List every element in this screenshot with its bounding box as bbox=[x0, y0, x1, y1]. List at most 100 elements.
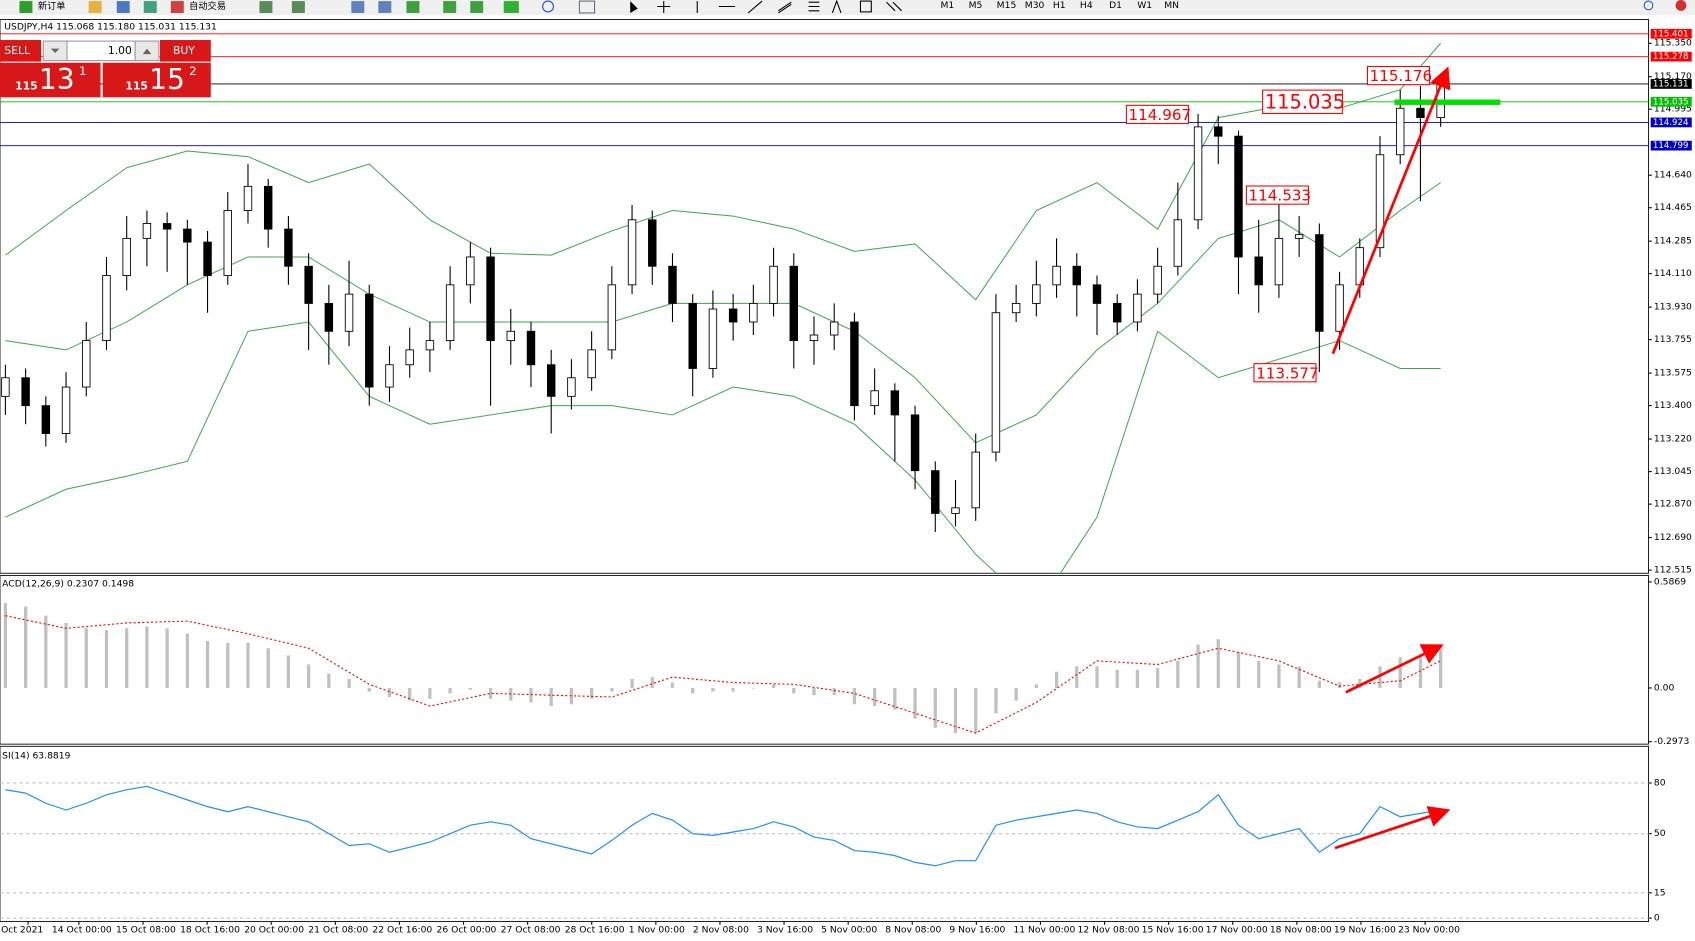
timeframe-button[interactable]: M5 bbox=[969, 0, 983, 11]
icon[interactable] bbox=[88, 1, 102, 13]
candle-body bbox=[223, 210, 232, 276]
candle-body bbox=[385, 364, 394, 388]
sell-label[interactable]: SELL bbox=[4, 44, 30, 57]
search[interactable] bbox=[1643, 0, 1654, 11]
rsi-plot bbox=[0, 782, 1649, 919]
icon[interactable] bbox=[259, 1, 273, 13]
label-tool[interactable] bbox=[859, 0, 872, 13]
candle-body bbox=[951, 507, 960, 514]
y-tick-label: 115.350 bbox=[1654, 38, 1692, 49]
price-label-box bbox=[1650, 96, 1692, 107]
crosshair-tool[interactable] bbox=[657, 1, 671, 13]
macd-bar bbox=[1156, 668, 1160, 688]
y-tick-label: 80 bbox=[1654, 777, 1666, 788]
buy-button[interactable] bbox=[159, 40, 211, 62]
icon[interactable] bbox=[116, 1, 130, 13]
sell-button[interactable] bbox=[0, 40, 42, 62]
fibo-tool[interactable] bbox=[808, 1, 820, 12]
timeframe-button[interactable]: M15 bbox=[997, 0, 1017, 11]
macd-plot bbox=[3, 603, 1443, 734]
icon[interactable] bbox=[470, 1, 484, 13]
sell-price[interactable] bbox=[0, 62, 101, 98]
auto-trading-icon[interactable] bbox=[170, 1, 184, 13]
icon[interactable] bbox=[443, 1, 457, 13]
arrow-tool[interactable] bbox=[886, 1, 902, 12]
macd-bar bbox=[367, 687, 371, 692]
macd-bar bbox=[771, 684, 776, 688]
zoom-out[interactable] bbox=[378, 1, 392, 13]
macd-bar bbox=[408, 687, 412, 701]
macd-bar bbox=[1297, 666, 1301, 688]
timeframe-button[interactable]: MN bbox=[1164, 0, 1179, 11]
y-tick-label: 113.220 bbox=[1654, 434, 1692, 445]
macd-bar bbox=[610, 687, 614, 692]
periods[interactable] bbox=[542, 0, 555, 13]
macd-bar bbox=[205, 640, 210, 688]
notification[interactable] bbox=[1675, 0, 1687, 11]
price-label: 115.035 bbox=[1653, 97, 1689, 107]
y-tick-label: 114.640 bbox=[1654, 170, 1692, 181]
timeframe-button[interactable]: M30 bbox=[1025, 0, 1045, 11]
indicators[interactable] bbox=[503, 1, 519, 13]
timeframe-button[interactable]: H4 bbox=[1080, 0, 1093, 11]
y-tick-label: 113.045 bbox=[1654, 466, 1692, 477]
y-tick-label: 0 bbox=[1654, 913, 1660, 924]
channel-tool[interactable] bbox=[778, 1, 792, 14]
macd-bar bbox=[1075, 666, 1079, 688]
trend-arrow bbox=[1345, 644, 1444, 694]
y-tick-label: -0.2973 bbox=[1654, 736, 1690, 747]
templates[interactable] bbox=[578, 0, 596, 14]
macd-bar bbox=[185, 633, 189, 688]
candle-body bbox=[365, 293, 374, 388]
y-tick-label: 15 bbox=[1654, 887, 1666, 898]
macd-bar bbox=[145, 626, 149, 688]
candle-body bbox=[284, 228, 293, 267]
candle-body bbox=[425, 340, 435, 351]
candle-body bbox=[1254, 256, 1263, 286]
timeframe-button[interactable]: M1 bbox=[940, 0, 954, 11]
icon[interactable] bbox=[143, 1, 157, 13]
macd-bar bbox=[650, 677, 654, 688]
cursor-tool[interactable] bbox=[630, 1, 638, 13]
macd-bar bbox=[731, 687, 735, 692]
price-label: 114.924 bbox=[1653, 118, 1689, 128]
auto-trading-button[interactable]: 自动交易 bbox=[189, 0, 226, 12]
macd-bar bbox=[347, 678, 351, 688]
timeframe-button[interactable]: W1 bbox=[1137, 0, 1152, 11]
x-tick-label: 1 Nov 00:00 bbox=[629, 925, 685, 936]
trend-tool[interactable] bbox=[747, 0, 763, 14]
buy-price[interactable] bbox=[102, 62, 211, 98]
macd-bar bbox=[549, 687, 553, 707]
x-tick-label: 5 Nov 00:00 bbox=[821, 925, 877, 936]
tile[interactable] bbox=[406, 1, 420, 13]
macd-bar bbox=[488, 687, 493, 699]
candle-body bbox=[142, 223, 152, 239]
new-order-button[interactable]: 新订单 bbox=[38, 0, 66, 12]
sell-price-main: 13 bbox=[39, 63, 75, 96]
y-tick-label: 0.5869 bbox=[1654, 576, 1686, 587]
candle-body bbox=[1294, 234, 1304, 239]
macd-bar bbox=[266, 648, 270, 688]
annotation-label: 113.577 bbox=[1256, 364, 1319, 382]
macd-bar bbox=[751, 687, 755, 689]
buy-label[interactable]: BUY bbox=[173, 44, 195, 57]
macd-bar bbox=[873, 687, 877, 707]
timeframe-button[interactable]: D1 bbox=[1109, 0, 1122, 11]
candle-body bbox=[486, 256, 495, 342]
timeframe-button[interactable]: H1 bbox=[1053, 0, 1066, 11]
y-tick-label: 113.400 bbox=[1654, 400, 1692, 411]
macd-bar bbox=[832, 687, 836, 696]
candle-body bbox=[1193, 126, 1203, 221]
buy-price-big: 115 bbox=[125, 80, 148, 93]
new-order-icon[interactable] bbox=[19, 1, 33, 13]
icon[interactable] bbox=[291, 1, 305, 13]
candle-body bbox=[1092, 284, 1102, 304]
volume-value[interactable]: 1.00 bbox=[108, 44, 132, 57]
macd-bar bbox=[428, 687, 432, 699]
zoom-in[interactable] bbox=[351, 1, 365, 13]
price-label: 115.401 bbox=[1653, 29, 1689, 39]
text-tool[interactable] bbox=[831, 0, 842, 14]
macd-bar bbox=[792, 687, 796, 694]
x-tick-label: 22 Oct 16:00 bbox=[372, 925, 432, 936]
macd-bar bbox=[1257, 660, 1261, 688]
